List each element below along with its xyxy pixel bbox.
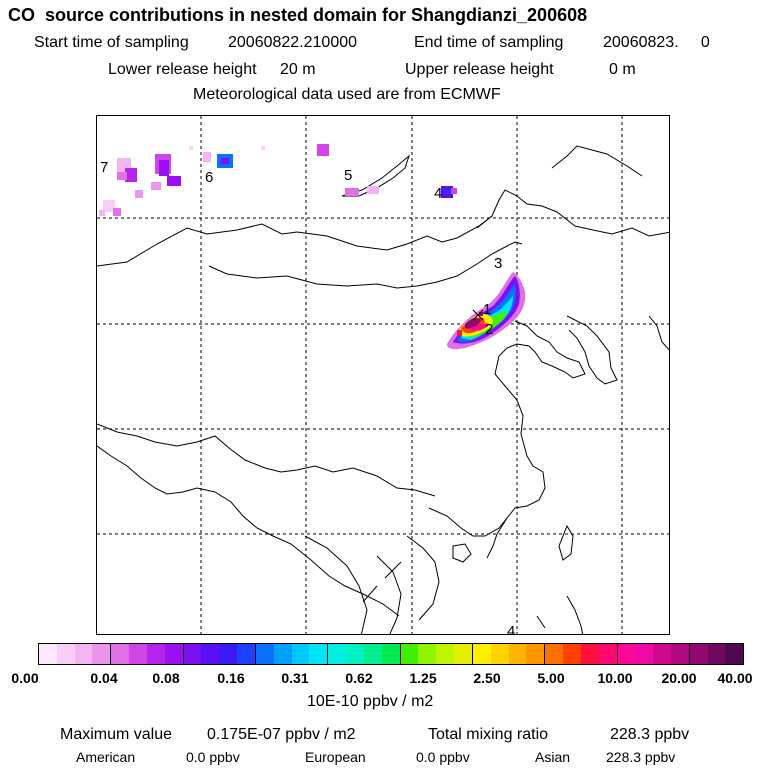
colorbar-swatch (598, 644, 617, 664)
meteorological-source: Meteorological data used are from ECMWF (193, 86, 501, 103)
colorbar-swatch (201, 644, 220, 664)
total-mixing-value: 228.3 ppbv (610, 726, 690, 743)
map-canvas: 7 6 5 4 3 2 1 4 (97, 116, 669, 635)
colorbar-swatch (92, 644, 111, 664)
colorbar-swatch (436, 644, 455, 664)
colorbar-tick: 0.16 (217, 670, 245, 686)
end-time-label: End time of sampling (414, 34, 564, 51)
colorbar-tick: 0.04 (90, 670, 118, 686)
colorbar-swatch (346, 644, 364, 664)
end-time-value: 20060823. 0 (603, 34, 710, 51)
colorbar-swatch (508, 644, 527, 664)
colorbar-swatch (707, 644, 726, 664)
colorbar-tick: 0.08 (152, 670, 180, 686)
colorbar-swatch (616, 644, 636, 664)
region-label-2: 2 (485, 321, 493, 338)
colorbar-tick: 5.00 (537, 670, 565, 686)
colorbar-swatch (653, 644, 671, 664)
colorbar-swatch (725, 644, 744, 664)
upper-release-label: Upper release height (405, 61, 554, 78)
colorbar-swatch (544, 644, 564, 664)
colorbar-swatch (418, 644, 437, 664)
colorbar-swatch (129, 644, 147, 664)
colorbar-swatch (182, 644, 202, 664)
colorbar-tick: 20.00 (661, 670, 697, 686)
colorbar-swatch (309, 644, 328, 664)
region-label-1: 1 (483, 301, 491, 318)
colorbar-swatch (670, 644, 689, 664)
colorbar-tick: 40.00 (717, 670, 753, 686)
colorbar (38, 643, 744, 665)
colorbar-swatch (490, 644, 509, 664)
region-label-6: 6 (205, 169, 213, 186)
colorbar-swatch (471, 644, 491, 664)
colorbar-swatch (254, 644, 274, 664)
colorbar-tick: 0.62 (345, 670, 373, 686)
map-gridlines (97, 116, 669, 634)
colorbar-swatch (273, 644, 292, 664)
colorbar-swatch (56, 644, 75, 664)
lower-release-label: Lower release height (108, 61, 257, 78)
colorbar-tick: 10.00 (597, 670, 633, 686)
colorbar-swatch (635, 644, 654, 664)
figure-title: CO source contributions in nested domain… (8, 5, 588, 25)
colorbar-swatch (110, 644, 130, 664)
colorbar-swatch (526, 644, 545, 664)
american-value: 0.0 ppbv (186, 749, 240, 765)
colorbar-swatch (39, 644, 57, 664)
colorbar-swatch (688, 644, 708, 664)
colorbar-swatch (237, 644, 255, 664)
map-panel: 7 6 5 4 3 2 1 4 (96, 115, 670, 635)
region-label-7: 7 (100, 159, 108, 176)
max-value: 0.175E-07 ppbv / m2 (207, 726, 356, 743)
start-time-value: 20060822.210000 (228, 34, 358, 51)
european-value: 0.0 ppbv (416, 749, 470, 765)
region-label-4: 4 (434, 185, 442, 202)
colorbar-tick: 2.50 (473, 670, 501, 686)
colorbar-swatch (399, 644, 419, 664)
max-value-label: Maximum value (60, 726, 173, 743)
lower-release-value: 20 m (280, 61, 316, 78)
region-label-5: 5 (344, 167, 352, 184)
colorbar-swatch (454, 644, 472, 664)
colorbar-swatch (563, 644, 581, 664)
colorbar-tick: 0.00 (11, 670, 39, 686)
colorbar-swatch (363, 644, 382, 664)
upper-release-value: 0 m (609, 61, 636, 78)
region-label-4-south: 4 (507, 623, 515, 635)
colorbar-swatch (381, 644, 400, 664)
european-label: European (305, 749, 366, 765)
colorbar-swatch (219, 644, 238, 664)
asian-value: 228.3 ppbv (606, 749, 676, 765)
colorbar-swatch (164, 644, 183, 664)
region-label-3: 3 (494, 255, 502, 272)
total-mixing-label: Total mixing ratio (428, 726, 549, 743)
source-plume (447, 272, 526, 350)
colorbar-swatch (74, 644, 93, 664)
colorbar-units: 10E-10 ppbv / m2 (307, 693, 434, 710)
colorbar-swatch (291, 644, 310, 664)
american-label: American (76, 749, 136, 765)
asian-label: Asian (535, 749, 571, 765)
colorbar-swatch (327, 644, 347, 664)
station-marker (472, 309, 484, 321)
colorbar-swatch (146, 644, 165, 664)
map-boundaries (97, 145, 669, 634)
northern-patches (99, 144, 457, 216)
colorbar-swatch (580, 644, 599, 664)
colorbar-tick: 1.25 (409, 670, 437, 686)
colorbar-tick: 0.31 (281, 670, 309, 686)
start-time-label: Start time of sampling (34, 34, 189, 51)
